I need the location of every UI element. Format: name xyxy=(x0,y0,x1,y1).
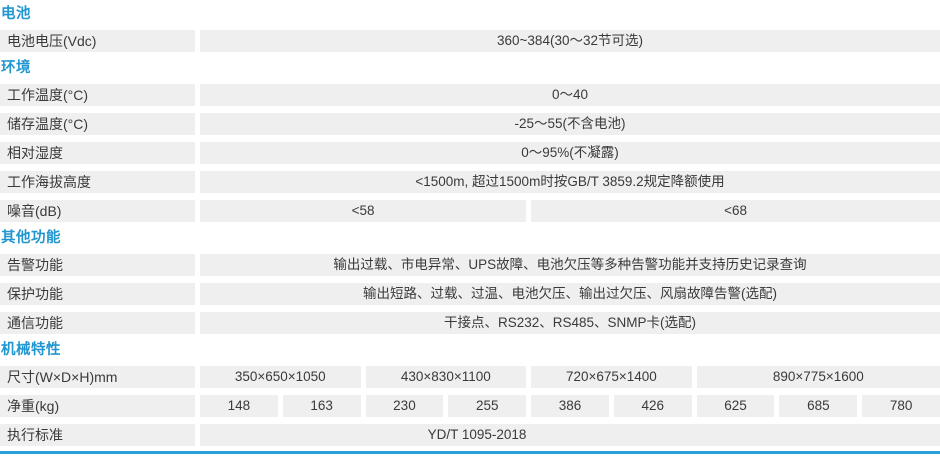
value-cell: 360~384(30～32节可选) xyxy=(200,30,940,52)
table-row: 储存温度(°C) -25～55(不含电池) xyxy=(0,113,940,135)
bottom-accent-line xyxy=(0,451,940,454)
value-cell: 780 xyxy=(862,395,940,417)
row-label: 执行标准 xyxy=(0,424,195,446)
value-cell: -25～55(不含电池) xyxy=(200,113,940,135)
row-label: 噪音(dB) xyxy=(0,200,195,222)
row-label: 工作温度(°C) xyxy=(0,84,195,106)
spec-table: 电池 电池电压(Vdc) 360~384(30～32节可选) 环境 工作温度(°C) 0～… xyxy=(0,5,940,446)
table-row: 噪音(dB) <58 <68 xyxy=(0,200,940,222)
section-title: 电池 xyxy=(1,6,31,22)
row-label: 净重(kg) xyxy=(0,395,195,417)
value-cell: 0～95%(不凝露) xyxy=(200,142,940,164)
table-row: 工作温度(°C) 0～40 xyxy=(0,84,940,106)
row-label: 尺寸(W×D×H)mm xyxy=(0,366,195,388)
value-cell: 干接点、RS232、RS485、SNMP卡(选配) xyxy=(200,312,940,334)
value-cell: 输出过载、市电异常、UPS故障、电池欠压等多种告警功能并支持历史记录查询 xyxy=(200,254,940,276)
value-cell: 148 xyxy=(200,395,278,417)
value-cell: 386 xyxy=(531,395,609,417)
value-cell: 720×675×1400 xyxy=(531,366,692,388)
row-label: 告警功能 xyxy=(0,254,195,276)
value-cell: 426 xyxy=(613,395,692,417)
value-cell: 163 xyxy=(282,395,361,417)
row-label: 储存温度(°C) xyxy=(0,113,195,135)
table-row: 相对湿度 0～95%(不凝露) xyxy=(0,142,940,164)
value-cell: 255 xyxy=(448,395,527,417)
section-title: 其他功能 xyxy=(1,230,61,246)
value-cell: 0～40 xyxy=(200,84,940,106)
value-cell: YD/T 1095-2018 xyxy=(200,424,940,446)
table-row: 告警功能 输出过载、市电异常、UPS故障、电池欠压等多种告警功能并支持历史记录查询 xyxy=(0,254,940,276)
row-label: 工作海拔高度 xyxy=(0,171,195,193)
value-cell: <1500m, 超过1500m时按GB/T 3859.2规定降额使用 xyxy=(200,171,940,193)
table-row: 尺寸(W×D×H)mm 350×650×1050 430×830×1100 720×6… xyxy=(0,366,940,388)
row-label: 相对湿度 xyxy=(0,142,195,164)
table-row: 净重(kg) 148 163 230 255 386 426 625 685 780 xyxy=(0,395,940,417)
value-cell: 输出短路、过载、过温、电池欠压、输出过欠压、风扇故障告警(选配) xyxy=(200,283,940,305)
table-row: 电池电压(Vdc) 360~384(30～32节可选) xyxy=(0,30,940,52)
value-cell: <68 xyxy=(531,200,940,222)
value-cell: 350×650×1050 xyxy=(200,366,361,388)
row-label: 电池电压(Vdc) xyxy=(0,30,195,52)
value-cell: 430×830×1100 xyxy=(365,366,527,388)
table-row: 工作海拔高度 <1500m, 超过1500m时按GB/T 3859.2规定降额使用 xyxy=(0,171,940,193)
value-cell: 890×775×1600 xyxy=(696,366,940,388)
value-cell: 685 xyxy=(779,395,858,417)
value-cell: 625 xyxy=(696,395,775,417)
table-row: 保护功能 输出短路、过载、过温、电池欠压、输出过欠压、风扇故障告警(选配) xyxy=(0,283,940,305)
value-cell: <58 xyxy=(200,200,527,222)
value-cell: 230 xyxy=(365,395,444,417)
row-label: 保护功能 xyxy=(0,283,195,305)
section-title: 环境 xyxy=(1,60,31,76)
row-label: 通信功能 xyxy=(0,312,195,334)
section-title: 机械特性 xyxy=(1,342,61,358)
table-row: 执行标准 YD/T 1095-2018 xyxy=(0,424,940,446)
table-row: 通信功能 干接点、RS232、RS485、SNMP卡(选配) xyxy=(0,312,940,334)
